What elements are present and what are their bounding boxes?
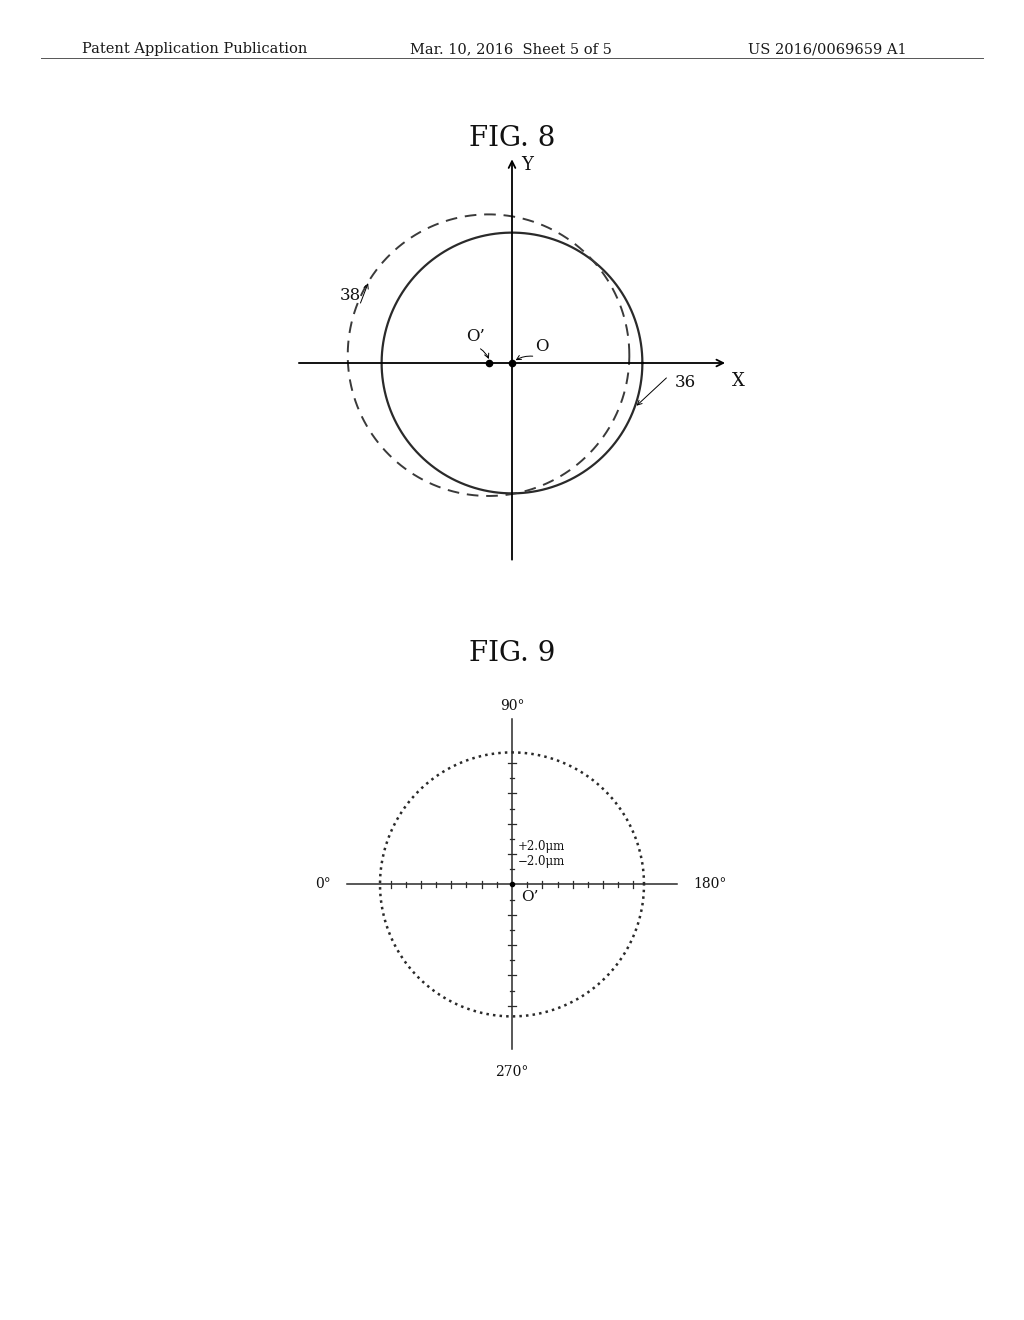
Text: 270°: 270° xyxy=(496,1065,528,1080)
Text: Y: Y xyxy=(521,157,534,174)
Text: +2.0μm: +2.0μm xyxy=(517,840,564,853)
Text: 90°: 90° xyxy=(500,698,524,713)
Text: US 2016/0069659 A1: US 2016/0069659 A1 xyxy=(748,42,906,57)
Text: Patent Application Publication: Patent Application Publication xyxy=(82,42,307,57)
Text: FIG. 9: FIG. 9 xyxy=(469,640,555,667)
Text: X: X xyxy=(732,372,744,391)
Text: −2.0μm: −2.0μm xyxy=(517,855,564,869)
Text: 0°: 0° xyxy=(315,878,331,891)
Text: Mar. 10, 2016  Sheet 5 of 5: Mar. 10, 2016 Sheet 5 of 5 xyxy=(410,42,611,57)
Text: O’: O’ xyxy=(466,327,485,345)
Text: FIG. 8: FIG. 8 xyxy=(469,125,555,152)
Text: O: O xyxy=(536,338,549,355)
Text: 36: 36 xyxy=(675,374,696,391)
Text: 180°: 180° xyxy=(693,878,726,891)
Text: O’: O’ xyxy=(521,890,539,904)
Text: 38: 38 xyxy=(340,286,361,304)
